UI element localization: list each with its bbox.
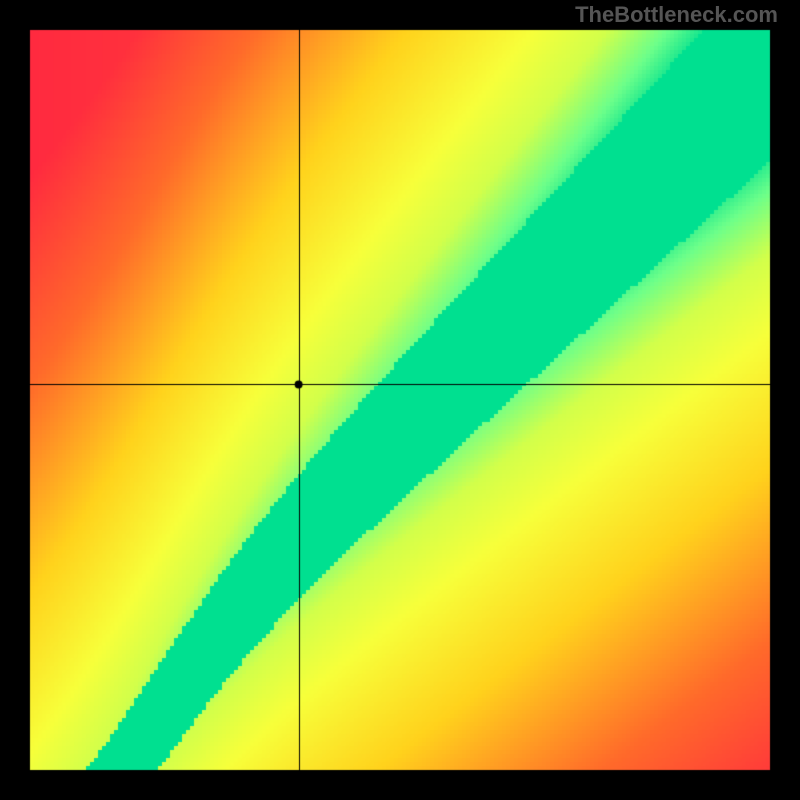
chart-container: { "canvas": { "width": 800, "height": 80… [0,0,800,800]
watermark-label: TheBottleneck.com [575,2,778,28]
bottleneck-heatmap [0,0,800,800]
